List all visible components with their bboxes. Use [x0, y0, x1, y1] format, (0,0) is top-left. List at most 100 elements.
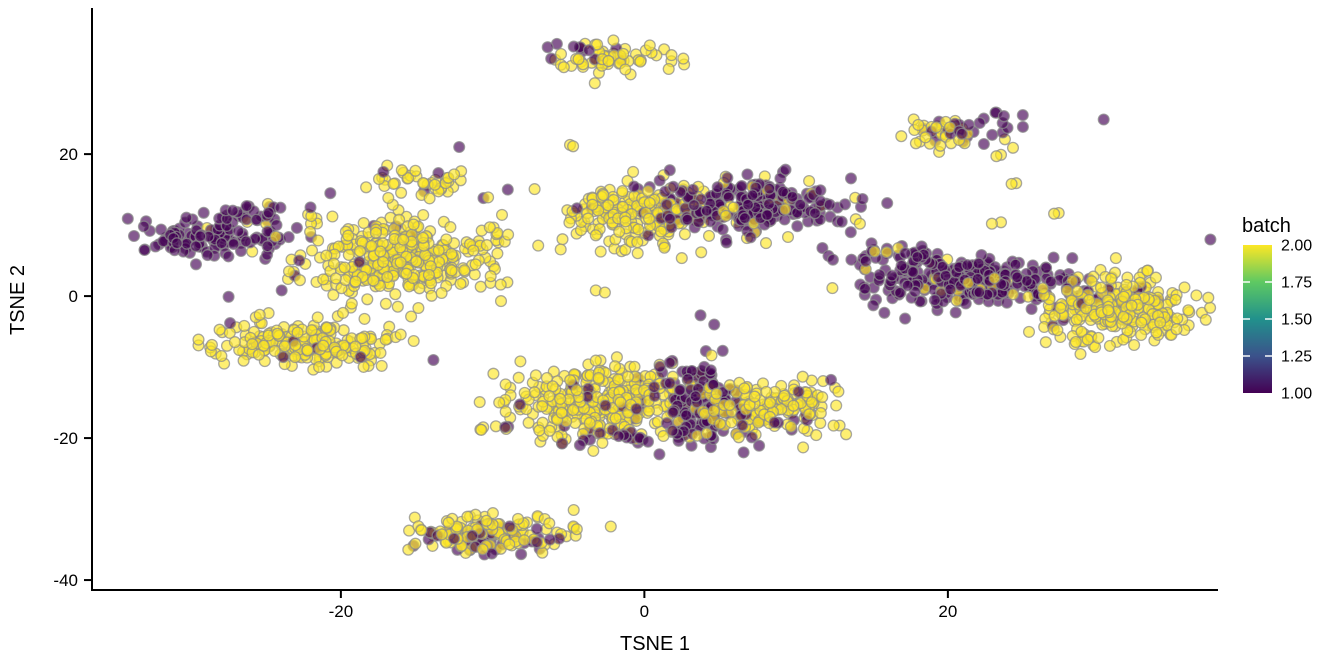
data-point — [700, 204, 713, 217]
data-point — [412, 301, 425, 315]
data-point — [805, 396, 818, 409]
data-point — [327, 257, 340, 270]
data-point — [1074, 347, 1087, 361]
data-point — [304, 201, 317, 214]
data-point — [381, 270, 394, 284]
data-point — [643, 196, 656, 209]
data-point — [719, 209, 732, 222]
data-point — [823, 198, 836, 211]
data-point — [540, 371, 553, 385]
data-point — [1202, 291, 1215, 304]
data-point — [293, 254, 306, 267]
data-point — [702, 229, 716, 242]
data-point — [487, 367, 500, 380]
data-point — [357, 360, 370, 373]
data-point — [564, 374, 577, 387]
data-point — [473, 396, 486, 409]
data-point — [155, 223, 168, 236]
data-point — [705, 349, 718, 362]
data-point — [194, 230, 207, 243]
data-point — [1011, 271, 1024, 284]
data-point — [708, 318, 721, 331]
data-point — [342, 229, 355, 242]
data-point — [589, 354, 602, 367]
colorbar-legend: batch 2.00 1.75 1.50 1.25 1.00 — [1242, 215, 1312, 403]
data-point — [939, 269, 952, 282]
colorbar-tick-label: 2.00 — [1281, 238, 1312, 255]
colorbar-labels: 2.00 1.75 1.50 1.25 1.00 — [1281, 238, 1312, 403]
data-point — [528, 386, 541, 399]
data-point — [499, 405, 512, 418]
data-point — [678, 228, 691, 241]
data-point — [425, 289, 438, 302]
data-point — [189, 258, 203, 271]
colorbar-tick-label: 1.75 — [1281, 275, 1312, 292]
data-point — [356, 331, 369, 345]
data-point — [1204, 233, 1217, 246]
data-point — [518, 534, 531, 547]
data-point — [536, 400, 549, 413]
data-point — [530, 522, 543, 535]
data-point — [1190, 289, 1203, 302]
data-point — [667, 180, 680, 193]
data-point — [962, 118, 975, 131]
data-point — [597, 189, 610, 202]
data-point — [673, 384, 686, 397]
data-point — [197, 206, 210, 219]
data-point — [563, 216, 576, 229]
data-point — [681, 372, 694, 386]
data-point — [1060, 284, 1074, 297]
data-point — [653, 360, 666, 373]
data-point — [246, 338, 259, 351]
data-point — [627, 165, 640, 178]
data-point — [240, 200, 253, 213]
data-point — [482, 191, 495, 204]
data-point — [360, 181, 373, 194]
data-point — [237, 354, 250, 367]
data-point — [1199, 313, 1212, 326]
data-point — [741, 198, 755, 211]
data-point — [893, 286, 907, 299]
data-point — [830, 399, 843, 412]
data-point — [543, 390, 556, 403]
data-point — [365, 239, 378, 252]
y-tick-label: -20 — [53, 429, 78, 448]
data-point — [387, 177, 400, 190]
data-point — [1135, 316, 1148, 329]
data-point — [840, 428, 853, 441]
data-point — [641, 184, 654, 198]
data-point — [759, 237, 773, 250]
data-point — [895, 259, 908, 272]
data-point — [619, 63, 632, 76]
data-point — [445, 264, 458, 277]
data-point — [909, 137, 922, 150]
data-point — [832, 385, 845, 398]
data-point — [838, 198, 852, 211]
data-point — [416, 231, 429, 244]
data-point — [986, 128, 999, 141]
data-point — [570, 202, 584, 215]
data-point — [919, 131, 932, 144]
data-point — [461, 510, 474, 523]
data-point — [787, 399, 800, 412]
data-point — [1047, 251, 1060, 264]
data-point — [320, 321, 333, 334]
data-point — [301, 344, 314, 357]
data-point — [317, 273, 330, 286]
data-point — [723, 398, 736, 412]
data-point — [602, 54, 615, 68]
data-point — [422, 268, 435, 281]
data-point — [930, 121, 943, 134]
data-point — [1170, 323, 1183, 336]
data-point — [170, 237, 183, 250]
data-point — [587, 444, 600, 457]
data-point — [977, 137, 990, 151]
data-point — [278, 340, 291, 353]
data-point — [324, 187, 337, 200]
data-point — [779, 163, 792, 176]
data-point — [1054, 301, 1067, 314]
data-point — [518, 386, 531, 399]
data-point — [480, 514, 493, 527]
data-point — [543, 533, 556, 546]
data-point — [990, 150, 1003, 163]
